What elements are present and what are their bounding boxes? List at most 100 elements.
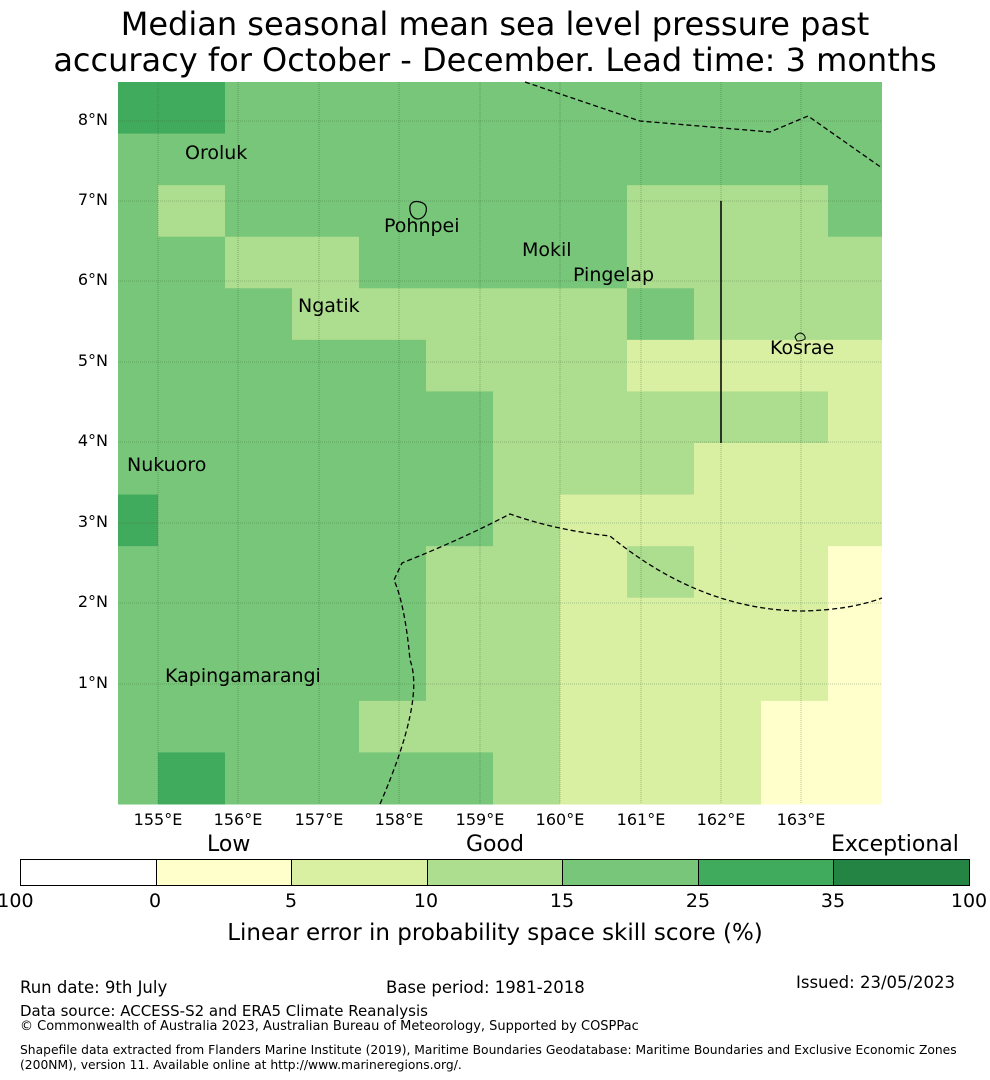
skill-cell (560, 185, 627, 238)
skill-cell (426, 752, 493, 805)
skill-cell (627, 700, 694, 753)
skill-cell (493, 288, 560, 341)
skill-cell (627, 546, 694, 599)
colorbar-tick-0: 0 (148, 890, 162, 912)
skill-cell (627, 649, 694, 702)
skill-cell (118, 82, 158, 135)
lon-label-163e: 163°E (776, 810, 826, 829)
colorbar-tick-100: 100 (950, 890, 988, 912)
colorbar-tick-10: 10 (413, 890, 439, 912)
colorbar (20, 859, 970, 886)
skill-cell (426, 391, 493, 444)
lat-label-4n: 4°N (77, 431, 108, 450)
skill-cell (627, 82, 694, 135)
title-line-1: Median seasonal mean sea level pressure … (120, 5, 870, 43)
skill-cell (828, 133, 882, 186)
colorbar-tick-5: 5 (284, 890, 298, 912)
colorbar-segment-1 (156, 860, 293, 885)
skill-cell (627, 339, 694, 392)
skill-cell (627, 288, 694, 341)
skill-cell (359, 700, 426, 753)
skill-cell (118, 443, 158, 496)
skill-cell (493, 185, 560, 238)
skill-cell (359, 649, 426, 702)
skill-cell (292, 546, 359, 599)
colorbar-segment-6 (834, 860, 970, 885)
skill-cell (158, 82, 225, 135)
skill-cell (158, 339, 225, 392)
skill-cell (694, 700, 761, 753)
skill-cell (426, 133, 493, 186)
skill-cell (225, 236, 292, 289)
skill-cell (828, 236, 882, 289)
skill-cell (225, 339, 292, 392)
skill-cell (828, 339, 882, 392)
skill-cell (560, 82, 627, 135)
skill-cell (560, 700, 627, 753)
colorbar-segment-3 (427, 860, 564, 885)
skill-cell (761, 443, 828, 496)
skill-cell (426, 288, 493, 341)
skill-cell (292, 700, 359, 753)
skill-cell (359, 494, 426, 547)
lat-label-6n: 6°N (77, 270, 108, 289)
skill-cell (118, 597, 158, 650)
colorbar-category-exceptional: Exceptional (831, 832, 959, 857)
skill-cell (493, 443, 560, 496)
skill-cell (426, 649, 493, 702)
lat-label-7n: 7°N (77, 190, 108, 209)
skill-cell (292, 185, 359, 238)
skill-map (118, 81, 883, 805)
skill-cell (560, 597, 627, 650)
skill-cell (493, 494, 560, 547)
skill-cell (761, 597, 828, 650)
lon-label-157e: 157°E (294, 810, 344, 829)
skill-cell (118, 700, 158, 753)
place-label-kosrae: Kosrae (770, 337, 835, 359)
skill-cell (292, 649, 359, 702)
skill-cell (694, 133, 761, 186)
skill-cell (292, 597, 359, 650)
lon-label-161e: 161°E (616, 810, 666, 829)
skill-cell (493, 752, 560, 805)
skill-cell (694, 339, 761, 392)
skill-cell (426, 597, 493, 650)
skill-cell (560, 133, 627, 186)
skill-cell (359, 546, 426, 599)
skill-cell (292, 391, 359, 444)
place-label-pingelap: Pingelap (573, 264, 655, 286)
skill-cell (225, 700, 292, 753)
skill-cell (560, 494, 627, 547)
footer-copyright: © Commonwealth of Australia 2023, Austra… (20, 1019, 639, 1034)
colorbar-segment-4 (563, 860, 699, 885)
skill-cell (158, 443, 225, 496)
colorbar-tick-minus100: -100 (0, 890, 34, 912)
skill-cell (560, 649, 627, 702)
kosrae-island-outline (794, 332, 806, 342)
skill-cell (828, 443, 882, 496)
skill-cell (694, 649, 761, 702)
skill-cell (694, 443, 761, 496)
place-label-kapingamarangi: Kapingamarangi (165, 665, 321, 687)
skill-cell (359, 443, 426, 496)
skill-cell (292, 752, 359, 805)
skill-cell (627, 133, 694, 186)
skill-cell (694, 185, 761, 238)
skill-cell (560, 752, 627, 805)
skill-cell (761, 546, 828, 599)
skill-cell (225, 546, 292, 599)
skill-cell (158, 597, 225, 650)
skill-grid-cells (118, 82, 882, 805)
place-label-mokil: Mokil (522, 239, 572, 261)
skill-cell (694, 82, 761, 135)
skill-cell (493, 391, 560, 444)
skill-cell (118, 236, 158, 289)
skill-cell (225, 391, 292, 444)
skill-cell (761, 82, 828, 135)
skill-cell (292, 443, 359, 496)
skill-cell (761, 700, 828, 753)
skill-cell (694, 288, 761, 341)
skill-cell (426, 82, 493, 135)
title-line-2: accuracy for October - December. Lead ti… (53, 41, 937, 79)
skill-cell (158, 752, 225, 805)
